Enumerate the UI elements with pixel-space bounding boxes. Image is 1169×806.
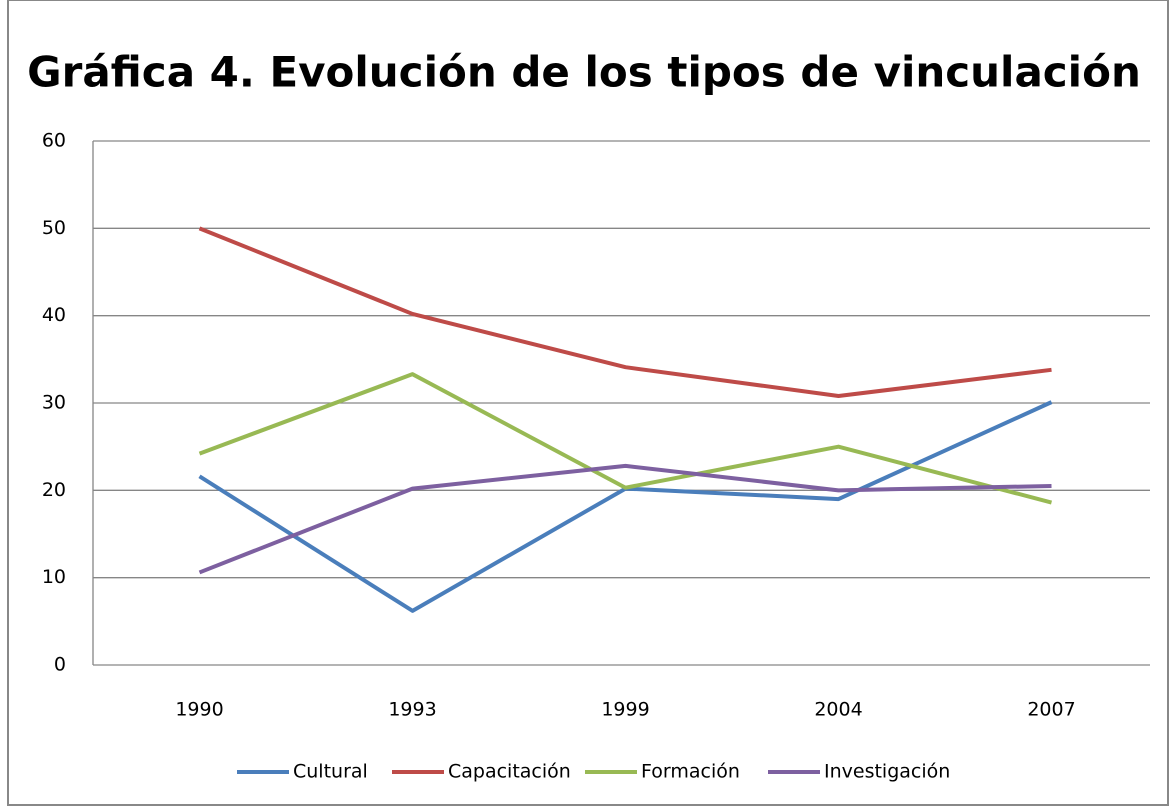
legend-label: Capacitación — [448, 761, 571, 783]
x-tick-label: 1990 — [175, 699, 223, 721]
y-tick-label: 20 — [42, 479, 66, 501]
chart-title: Gráfica 4. Evolución de los tipos de vin… — [27, 48, 1141, 97]
y-tick-label: 40 — [42, 304, 66, 326]
legend-label: Formación — [641, 761, 740, 783]
x-tick-label: 2004 — [814, 699, 862, 721]
y-tick-label: 60 — [42, 130, 66, 152]
legend-label: Investigación — [824, 761, 950, 783]
series-line — [198, 372, 1053, 505]
series-line — [198, 226, 1052, 399]
x-tick-label: 2007 — [1027, 699, 1075, 721]
series-line — [198, 463, 1052, 575]
y-tick-label: 50 — [42, 217, 66, 239]
y-tick-label: 30 — [42, 392, 66, 414]
legend-label: Cultural — [293, 761, 368, 783]
y-tick-label: 10 — [42, 566, 66, 588]
x-tick-label: 1999 — [601, 699, 649, 721]
x-tick-label: 1993 — [388, 699, 436, 721]
y-tick-label: 0 — [54, 654, 66, 676]
